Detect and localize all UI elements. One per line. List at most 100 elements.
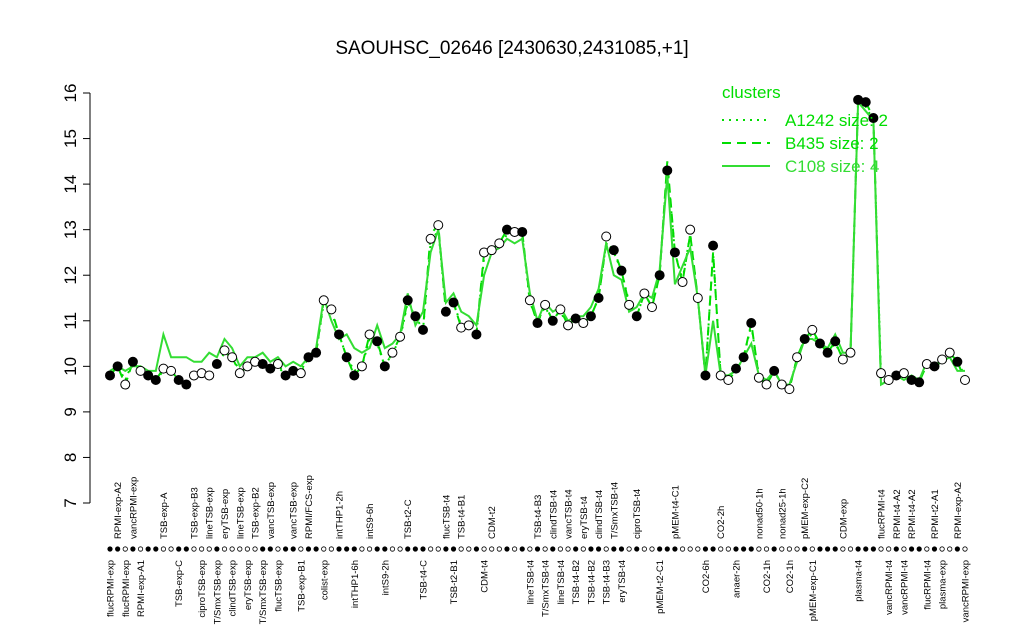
- rug-point: [428, 546, 434, 552]
- x-tick-label: flucTSB-exp: [273, 560, 284, 612]
- x-tick-label: intTHP1-2h: [335, 491, 346, 539]
- data-point: [769, 365, 780, 376]
- data-point: [608, 245, 619, 256]
- rug-point: [527, 546, 533, 552]
- data-point: [303, 352, 314, 363]
- rug-point: [290, 546, 296, 552]
- data-point: [837, 354, 848, 365]
- data-point: [463, 320, 474, 331]
- data-point: [494, 238, 505, 249]
- rug-point: [298, 546, 304, 552]
- rug-point: [893, 546, 899, 552]
- rug-point: [496, 546, 502, 552]
- rug-point: [282, 546, 289, 552]
- rug-point: [855, 546, 861, 552]
- rug-point: [351, 546, 357, 552]
- legend-label: C108 size: 4: [785, 157, 880, 176]
- rug-point: [542, 546, 548, 552]
- rug-point: [626, 546, 632, 552]
- data-point: [555, 304, 566, 315]
- x-tick-label: clindTSB-exp: [228, 560, 239, 617]
- data-point: [593, 293, 604, 303]
- rug-point: [847, 546, 854, 552]
- rug-point: [916, 546, 922, 552]
- rug-point: [931, 546, 938, 552]
- data-point: [524, 295, 535, 306]
- rug-point: [382, 546, 388, 552]
- data-point: [387, 347, 398, 358]
- x-tick-label: ciproTSB-exp: [197, 560, 208, 618]
- x-tick-label: CO2-6h: [701, 560, 712, 593]
- data-point: [601, 231, 612, 242]
- data-point: [356, 361, 367, 372]
- rug-point: [145, 546, 151, 552]
- rug-point: [672, 546, 678, 552]
- data-point: [135, 365, 146, 376]
- rug-point: [275, 546, 281, 552]
- rug-point: [901, 546, 907, 552]
- x-tick-label: RPMI-exp-A2: [113, 482, 124, 539]
- rug-point: [328, 546, 334, 552]
- rug-point: [122, 546, 128, 552]
- x-tick-label: TSB-exp-B3: [189, 487, 200, 539]
- data-point: [807, 324, 818, 335]
- rug-point: [473, 546, 480, 552]
- data-point: [700, 370, 711, 381]
- y-tick-label: 9: [61, 407, 80, 416]
- rug-point: [305, 546, 312, 552]
- data-point: [425, 233, 436, 244]
- rug-point: [809, 546, 815, 552]
- x-tick-label: lineTSB-t4: [556, 560, 567, 604]
- rug-point: [863, 546, 869, 552]
- x-tick-label: TSB-t4-C: [418, 560, 429, 600]
- data-point: [952, 356, 963, 367]
- rug-point: [313, 546, 319, 552]
- rug-point: [886, 546, 892, 552]
- rug-point: [641, 546, 647, 552]
- rug-point: [359, 546, 365, 552]
- x-tick-label: TSB-t2-B1: [449, 560, 460, 604]
- x-tick-label: RPMI-t4-A2: [892, 489, 903, 539]
- data-point: [784, 384, 795, 395]
- x-tick-label: CO2-1h: [762, 560, 773, 593]
- data-point: [272, 359, 283, 370]
- x-tick-label: TSB-t2-C: [403, 499, 414, 539]
- x-tick-label: eryTSB-t4: [617, 560, 628, 603]
- data-point: [761, 379, 772, 390]
- rug-point: [366, 546, 373, 552]
- rug-point: [618, 546, 625, 552]
- x-tick-label: clindTSB-t4: [594, 490, 605, 539]
- data-point: [471, 329, 482, 340]
- rug-point: [817, 546, 823, 552]
- rug-point: [137, 546, 144, 552]
- data-point: [120, 379, 131, 390]
- rug-point: [908, 546, 915, 552]
- rug-point: [153, 546, 159, 552]
- data-point: [402, 295, 413, 306]
- x-tick-label: intS9-6h: [365, 504, 376, 539]
- data-point: [395, 331, 406, 342]
- x-tick-label: TSB-exp-B2: [251, 487, 262, 539]
- data-point: [578, 318, 589, 329]
- x-tick-label: vancRPMI-t4: [884, 560, 895, 615]
- x-tick-label: ciproTSB-t4: [632, 489, 643, 539]
- data-point: [738, 352, 749, 363]
- x-tick-label: intTHP1-6h: [350, 560, 361, 608]
- data-point: [860, 97, 871, 108]
- rug-point: [519, 546, 525, 552]
- rug-point: [603, 546, 609, 552]
- rug-point: [649, 546, 655, 552]
- data-point: [372, 336, 383, 347]
- x-tick-label: T/SmxTSB-exp: [258, 560, 269, 624]
- y-tick-label: 16: [61, 84, 80, 103]
- y-tick-label: 10: [61, 357, 80, 376]
- data-point: [876, 368, 887, 379]
- x-tick-label: anaer-2h: [731, 560, 742, 598]
- rug-point: [168, 546, 174, 552]
- data-point: [662, 165, 673, 176]
- x-tick-label: intS9-2h: [380, 560, 391, 595]
- data-point: [624, 299, 635, 310]
- data-point: [112, 361, 123, 372]
- y-tick-label: 12: [61, 266, 80, 285]
- data-point: [127, 356, 138, 367]
